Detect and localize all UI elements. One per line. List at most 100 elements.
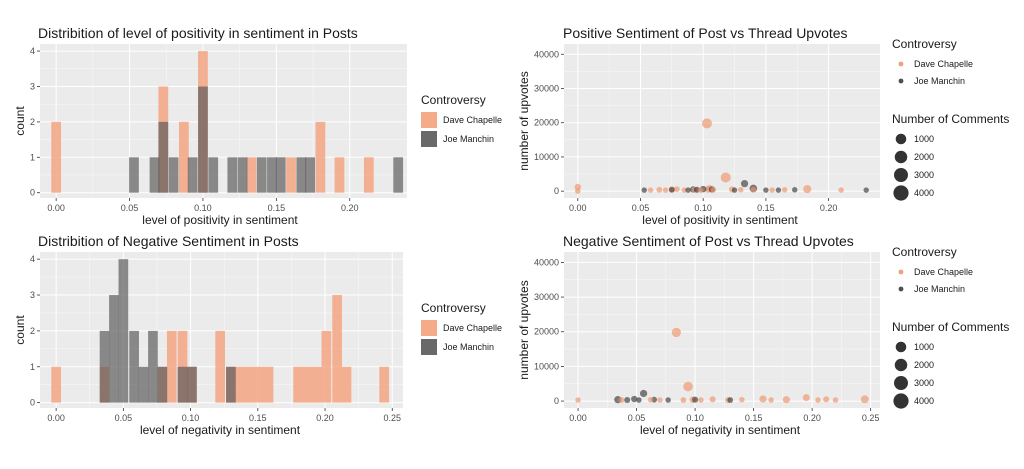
- size-legend-title: Number of Comments: [892, 320, 1009, 334]
- x-tick-label: 0.05: [115, 413, 133, 423]
- histogram-bar: [275, 157, 286, 193]
- x-tick-label: 0.10: [686, 413, 704, 423]
- histogram-bar: [363, 157, 374, 193]
- histogram-bar: [235, 366, 246, 403]
- y-tick-label: 1: [30, 152, 35, 162]
- y-tick-label: 0: [554, 396, 559, 406]
- histogram-bar: [305, 157, 315, 193]
- histogram-bar: [254, 366, 264, 403]
- y-tick-label: 0: [30, 188, 35, 198]
- size-legend-key: [894, 168, 908, 182]
- scatter-point: [618, 397, 625, 403]
- x-tick-label: 0.00: [569, 203, 587, 213]
- histogram-bar: [118, 259, 129, 403]
- legend-title: Controversy: [421, 93, 486, 107]
- positivity-upvotes-scatter: Positive Sentiment of Post vs Thread Upv…: [517, 25, 1009, 227]
- y-axis-label: count: [13, 106, 27, 136]
- scatter-point: [673, 186, 680, 192]
- y-tick-label: 10000: [534, 152, 559, 162]
- y-tick-label: 3: [30, 81, 35, 91]
- scatter-point: [775, 187, 782, 193]
- y-tick-label: 1: [30, 362, 35, 372]
- y-tick-label: 2: [30, 326, 35, 336]
- histogram-bar: [138, 366, 149, 403]
- y-tick-label: 30000: [534, 83, 559, 93]
- chart-title: Distribition of level of positivity in s…: [38, 25, 358, 41]
- size-legend-label: 3000: [914, 378, 934, 388]
- scatter-point: [710, 186, 717, 193]
- histogram-bar: [109, 295, 119, 403]
- scatter-point: [574, 183, 582, 191]
- histogram-bar: [51, 366, 61, 403]
- x-tick-label: 0.10: [694, 203, 712, 213]
- scatter-point: [832, 397, 839, 403]
- scatter-point: [665, 397, 671, 403]
- negativity-upvotes-scatter: Negative Sentiment of Post vs Thread Upv…: [517, 233, 1009, 437]
- x-tick-label: 0.20: [341, 203, 359, 213]
- size-legend-key: [895, 341, 907, 353]
- histogram-bar: [157, 366, 168, 403]
- scatter-point: [668, 186, 675, 193]
- y-tick-label: 0: [30, 398, 35, 408]
- size-legend-label: 2000: [914, 152, 934, 162]
- x-tick-label: 0.25: [862, 413, 880, 423]
- size-legend-key: [895, 133, 907, 145]
- size-legend-key: [894, 376, 908, 390]
- histogram-bar: [286, 157, 296, 193]
- histogram-bar: [51, 121, 62, 193]
- legend-key: [421, 320, 437, 336]
- legend-label: Joe Manchin: [914, 76, 965, 86]
- scatter-point: [656, 186, 663, 193]
- size-legend-key: [893, 393, 909, 409]
- scatter-point: [641, 187, 647, 193]
- x-tick-label: 0.00: [47, 413, 65, 423]
- legend-label: Joe Manchin: [443, 342, 494, 352]
- scatter-point: [803, 185, 812, 194]
- scatter-point: [685, 187, 691, 193]
- x-tick-label: 0.05: [632, 203, 650, 213]
- histogram-bar: [379, 366, 390, 403]
- x-tick-label: 0.20: [820, 203, 838, 213]
- histogram-bar: [315, 121, 326, 193]
- scatter-point: [815, 397, 821, 403]
- scatter-point: [781, 187, 788, 193]
- y-axis-label: number of upvotes: [517, 71, 531, 170]
- x-tick-label: 0.05: [121, 203, 139, 213]
- scatter-point: [863, 187, 869, 193]
- histogram-bar: [293, 366, 303, 403]
- histogram-bar: [187, 366, 197, 403]
- y-axis-label: number of upvotes: [517, 280, 531, 379]
- y-tick-label: 20000: [534, 327, 559, 337]
- histogram-bar: [321, 330, 332, 403]
- legend-title: Controversy: [892, 37, 957, 51]
- legend-label: Dave Chapelle: [914, 267, 973, 277]
- scatter-point: [575, 397, 581, 403]
- scatter-point: [683, 381, 693, 392]
- size-legend-label: 4000: [914, 188, 934, 198]
- scatter-point: [759, 395, 767, 403]
- size-legend-label: 1000: [914, 134, 934, 144]
- scatter-point: [575, 188, 581, 194]
- histogram-bar: [267, 157, 277, 193]
- plot-panel: [40, 44, 407, 198]
- legend-key: [898, 78, 904, 84]
- scatter-point: [738, 187, 744, 193]
- scatter-point: [624, 396, 631, 404]
- histogram-bar: [99, 330, 110, 403]
- y-tick-label: 0: [554, 186, 559, 196]
- scatter-point: [698, 397, 704, 403]
- x-axis-label: level of positivity in sentiment: [642, 213, 798, 227]
- histogram-bar: [237, 157, 248, 193]
- chart-title: Distribition of Negative Sentiment in Po…: [38, 233, 299, 249]
- histogram-bar: [129, 157, 139, 193]
- legend-key: [898, 61, 904, 67]
- scatter-point: [769, 187, 775, 193]
- histogram-bar: [334, 157, 345, 193]
- scatter-point: [680, 397, 687, 403]
- x-tick-label: 0.15: [745, 413, 763, 423]
- histogram-bar: [312, 366, 322, 403]
- scatter-point: [750, 186, 757, 193]
- y-tick-label: 3: [30, 290, 35, 300]
- scatter-point: [697, 187, 704, 193]
- y-tick-label: 20000: [534, 118, 559, 128]
